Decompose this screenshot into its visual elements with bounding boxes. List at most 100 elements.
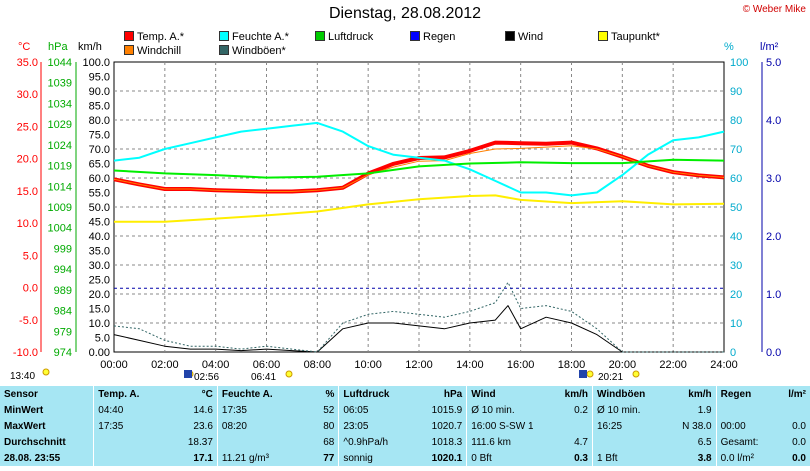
rain-tick-label: 4.0: [766, 115, 781, 127]
rain-tick-label: 3.0: [766, 173, 781, 185]
table-cell: 1015.9: [431, 404, 463, 416]
series-line: [114, 194, 725, 223]
x-tick-label: 02:00: [151, 359, 179, 371]
table-cell: 111.6 km: [466, 434, 533, 450]
table-cell: 1.9: [697, 404, 712, 416]
wind-tick-label: 10.0: [89, 318, 110, 330]
legend-label: Temp. A.*: [137, 31, 185, 43]
table-cell: 68: [323, 436, 335, 448]
table-cell: [216, 434, 284, 450]
temp-tick-label: -5.0: [19, 315, 38, 327]
table-cell: km/h: [688, 388, 712, 400]
humidity-tick-label: 80: [730, 115, 742, 127]
legend-label: Wind: [518, 31, 544, 43]
temp-tick-label: 30.0: [17, 89, 38, 101]
humidity-unit: %: [724, 41, 734, 53]
rain-unit: l/m²: [760, 41, 779, 53]
pressure-tick-label: 974: [54, 347, 72, 359]
table-cell: 17:35: [93, 418, 158, 434]
table-cell: 17.1: [193, 452, 213, 464]
moon-marker: [579, 370, 587, 378]
temp-tick-label: 20.0: [17, 154, 38, 166]
wind-tick-label: 70.0: [89, 144, 110, 156]
wind-tick-label: 45.0: [89, 217, 110, 229]
table-cell: [533, 418, 593, 434]
wind-tick-label: 90.0: [89, 86, 110, 98]
wind-tick-label: 55.0: [89, 188, 110, 200]
x-tick-label: 00:00: [100, 359, 128, 371]
wind-tick-label: 5.0: [95, 333, 110, 345]
table-cell: [715, 402, 776, 418]
x-tick-label: 16:00: [507, 359, 535, 371]
rain-tick-label: 1.0: [766, 289, 781, 301]
legend-swatch: [124, 45, 134, 55]
humidity-tick-label: 60: [730, 173, 742, 185]
table-cell: 04:40: [93, 402, 158, 418]
table-cell: 1 Bft: [592, 450, 657, 466]
pressure-tick-label: 1009: [48, 202, 72, 214]
table-cell: %: [325, 388, 335, 400]
temp-tick-label: -10.0: [13, 347, 38, 359]
table-cell: 23.6: [193, 420, 213, 432]
wind-tick-label: 50.0: [89, 202, 110, 214]
table-cell: Luftdruck: [338, 386, 403, 402]
table-cell: 3.8: [697, 452, 712, 464]
humidity-tick-label: 20: [730, 289, 742, 301]
wind-tick-label: 75.0: [89, 130, 110, 142]
table-cell: MaxWert: [4, 420, 46, 432]
legend-swatch: [124, 31, 134, 41]
left-time-label: 13:40: [10, 371, 36, 382]
x-tick-label: 14:00: [456, 359, 484, 371]
legend-item: Temp. A.*: [124, 31, 184, 43]
legend-item: Taupunkt*: [598, 31, 660, 43]
table-cell: 0 Bft: [466, 450, 533, 466]
temp-tick-label: 5.0: [23, 250, 38, 262]
temp-tick-label: 15.0: [17, 186, 38, 198]
table-cell: 0.2: [574, 404, 588, 416]
wind-tick-label: 25.0: [89, 275, 110, 287]
pressure-tick-label: 984: [54, 306, 72, 318]
x-tick-label: 18:00: [558, 359, 586, 371]
table-row: Durchschnitt 18.37 68 ^0.9hPa/h 1018.3 111.6 …: [0, 434, 810, 450]
table-row: MinWert 04:40 14.6 17:35 52 06:05 1015.9 Ø 10 m…: [0, 402, 810, 418]
credit-label: © Weber Mike: [742, 4, 806, 15]
table-cell: 0.0: [792, 436, 806, 448]
pressure-tick-label: 1014: [48, 181, 72, 193]
temp-tick-label: 10.0: [17, 218, 38, 230]
legend-swatch: [505, 31, 515, 41]
table-cell: 28.08. 23:55: [4, 452, 61, 464]
table-row: MaxWert 17:35 23.6 08:20 80 23:05 1020.7 16:00 …: [0, 418, 810, 434]
sun-marker: [632, 370, 640, 378]
pressure-tick-label: 1024: [48, 140, 72, 152]
pressure-tick-label: 1029: [48, 119, 72, 131]
sunrise2-time-label: 06:41: [251, 372, 277, 383]
table-cell: 11.21 g/m³: [216, 450, 284, 466]
sun-marker: [586, 370, 594, 378]
legend-label: Windböen*: [232, 45, 286, 57]
series-line: [113, 145, 725, 192]
x-tick-label: 10:00: [354, 359, 382, 371]
table-cell: 00:00: [715, 418, 776, 434]
table-cell: ^0.9hPa/h: [338, 434, 403, 450]
table-cell: sonnig: [338, 450, 403, 466]
table-cell: 17:35: [216, 402, 284, 418]
wind-tick-label: 20.0: [89, 289, 110, 301]
table-cell: 23:05: [338, 418, 403, 434]
table-cell: Gesamt:: [715, 434, 776, 450]
wind-tick-label: 40.0: [89, 231, 110, 243]
wind-tick-label: 15.0: [89, 304, 110, 316]
x-tick-label: 06:00: [253, 359, 281, 371]
legend-swatch: [315, 31, 325, 41]
table-cell: 1020.7: [431, 420, 463, 432]
table-cell: l/m²: [788, 388, 806, 400]
temp-tick-label: 35.0: [17, 57, 38, 69]
wind-tick-label: 65.0: [89, 159, 110, 171]
table-cell: 18.37: [187, 436, 213, 448]
pressure-unit: hPa: [48, 41, 68, 53]
legend-label: Windchill: [137, 45, 182, 57]
pressure-tick-label: 1034: [48, 98, 72, 110]
table-cell: [776, 402, 810, 418]
sun-marker: [285, 370, 293, 378]
pressure-tick-label: 1044: [48, 57, 72, 69]
statistics-table: Sensor Temp. A. °C Feuchte A.% Luftdruck hPa W…: [0, 386, 810, 466]
